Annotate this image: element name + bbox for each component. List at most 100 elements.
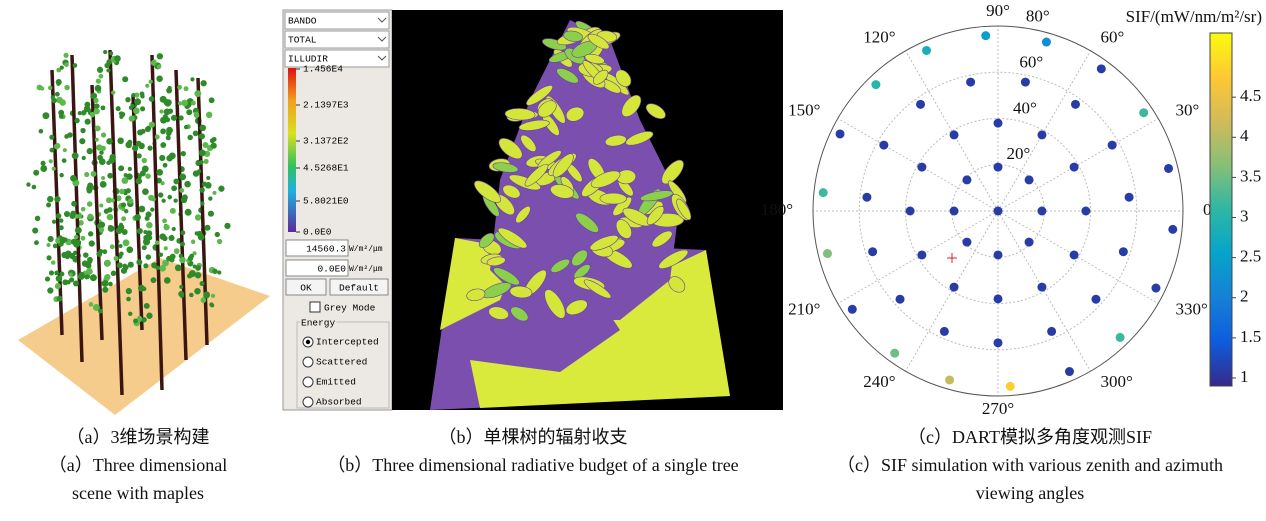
leaf bbox=[184, 181, 191, 188]
data-point bbox=[962, 175, 971, 184]
colorbar-tick-label: 4.5 bbox=[1240, 86, 1261, 105]
leaf bbox=[79, 138, 85, 144]
ui-radio[interactable] bbox=[303, 397, 313, 407]
leaf bbox=[126, 246, 133, 253]
leaf bbox=[123, 265, 129, 271]
leaf bbox=[195, 272, 201, 278]
caption-en: （c）SIF simulation with various zenith an… bbox=[820, 451, 1240, 507]
ground bbox=[18, 258, 270, 415]
leaf bbox=[90, 112, 96, 118]
leaf bbox=[101, 105, 106, 110]
radial-grid-line bbox=[838, 119, 998, 212]
leaf bbox=[212, 269, 217, 274]
leaf bbox=[178, 101, 182, 105]
leaf bbox=[190, 77, 194, 81]
leaf bbox=[65, 250, 72, 257]
ui-checkbox[interactable] bbox=[310, 302, 320, 312]
data-point bbox=[1151, 284, 1160, 293]
scene-image bbox=[18, 50, 270, 415]
ui-radio[interactable] bbox=[303, 377, 313, 387]
ui-radio[interactable] bbox=[303, 357, 313, 367]
leaf bbox=[185, 209, 192, 216]
leaf bbox=[211, 294, 215, 298]
leaf bbox=[54, 196, 60, 202]
leaf bbox=[142, 245, 147, 250]
ui-dropdown-label: BANDO bbox=[288, 16, 317, 27]
data-point bbox=[950, 207, 959, 216]
caption-zh: （b）单棵树的辐射收支 bbox=[323, 423, 743, 451]
leaf bbox=[197, 231, 203, 237]
data-point bbox=[994, 119, 1003, 128]
leaf bbox=[180, 242, 185, 247]
leaf bbox=[70, 175, 77, 182]
leaf bbox=[217, 270, 221, 274]
leaf bbox=[87, 148, 93, 154]
leaf bbox=[162, 199, 166, 203]
leaf bbox=[159, 252, 163, 256]
leaf bbox=[87, 201, 92, 206]
leaf bbox=[34, 240, 39, 245]
leaf bbox=[126, 288, 132, 294]
leaf bbox=[40, 165, 47, 172]
leaf bbox=[101, 132, 106, 137]
leaf bbox=[39, 129, 44, 134]
leaf bbox=[179, 115, 184, 120]
leaf bbox=[146, 211, 152, 217]
leaf bbox=[32, 228, 38, 234]
leaf bbox=[47, 287, 53, 293]
zenith-label: 60° bbox=[1019, 53, 1043, 72]
data-point bbox=[1021, 78, 1030, 87]
leaf bbox=[49, 270, 54, 275]
leaf bbox=[125, 97, 130, 102]
leaf bbox=[57, 296, 63, 302]
ui-button-label[interactable]: Default bbox=[339, 283, 379, 294]
leaf bbox=[159, 265, 166, 272]
leaf bbox=[62, 279, 68, 285]
dart-window: Intercepted Scattered Emitted Absorbed E… bbox=[283, 10, 783, 410]
leaf bbox=[59, 173, 63, 177]
azimuth-label: 210° bbox=[788, 299, 820, 318]
azimuth-label: 270° bbox=[982, 399, 1014, 418]
data-point bbox=[994, 294, 1003, 303]
leaf bbox=[87, 214, 93, 220]
leaf bbox=[102, 287, 108, 293]
leaf bbox=[82, 156, 86, 160]
leaf bbox=[71, 239, 77, 245]
leaf bbox=[200, 201, 204, 205]
colorbar-tick-label: 2 bbox=[1240, 287, 1249, 306]
leaf bbox=[118, 165, 124, 171]
leaf bbox=[199, 125, 206, 132]
ui-button-label[interactable]: OK bbox=[300, 283, 312, 294]
data-point bbox=[1047, 327, 1056, 336]
leaf bbox=[144, 303, 150, 309]
leaf bbox=[165, 117, 170, 122]
azimuth-label: 60° bbox=[1101, 28, 1125, 47]
data-point bbox=[1097, 64, 1106, 73]
data-point bbox=[848, 305, 857, 314]
data-point bbox=[917, 250, 926, 259]
leaf bbox=[126, 173, 132, 179]
leaf bbox=[168, 235, 174, 241]
leaf bbox=[215, 232, 220, 237]
leaf bbox=[204, 159, 209, 164]
leaf bbox=[170, 208, 176, 214]
leaf bbox=[111, 271, 117, 277]
leaf bbox=[151, 277, 157, 283]
radial-grid-line bbox=[998, 119, 1158, 212]
leaf bbox=[126, 188, 131, 193]
leaf bbox=[80, 128, 85, 133]
leaf bbox=[181, 197, 187, 203]
data-point bbox=[1037, 130, 1046, 139]
leaf bbox=[136, 178, 142, 184]
leaf bbox=[189, 270, 196, 277]
data-point bbox=[1091, 295, 1100, 304]
leaf bbox=[141, 317, 146, 322]
ui-radio-dot bbox=[306, 340, 310, 344]
leaf bbox=[128, 312, 132, 316]
leaf bbox=[46, 202, 51, 207]
leaf bbox=[166, 99, 172, 105]
leaf bbox=[104, 63, 109, 68]
leaf bbox=[217, 239, 222, 244]
leaf bbox=[155, 241, 159, 245]
leaf bbox=[189, 293, 194, 298]
